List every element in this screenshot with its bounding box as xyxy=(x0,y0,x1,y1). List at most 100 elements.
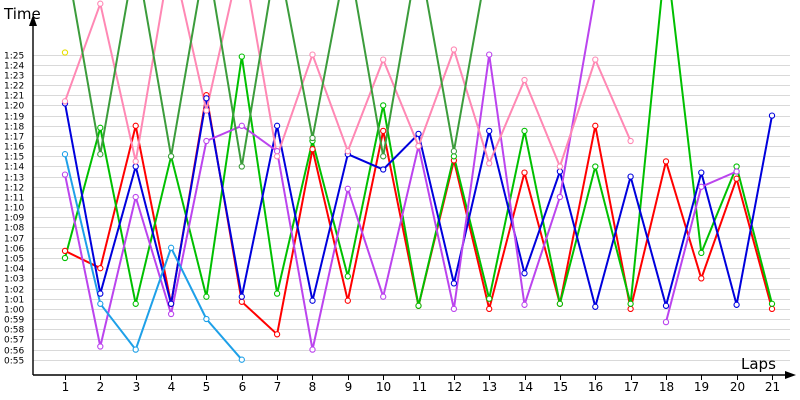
series-4-point xyxy=(733,168,740,175)
series-2-point xyxy=(627,300,634,307)
series-5-point xyxy=(238,356,245,363)
series-3-point xyxy=(167,300,175,307)
series-3-point xyxy=(309,297,316,304)
x-tick-label: 9 xyxy=(345,380,353,394)
x-tick-label: 20 xyxy=(730,380,745,394)
series-4-point xyxy=(556,193,564,201)
series-1-point xyxy=(61,247,69,255)
series-4-point xyxy=(450,305,458,313)
series-2-point xyxy=(698,249,705,257)
y-tick-label: 0:56 xyxy=(4,347,24,357)
series-2-point xyxy=(238,53,245,60)
series-6-point xyxy=(309,51,316,58)
x-tick-label: 5 xyxy=(203,380,211,394)
series-2-point xyxy=(61,254,69,262)
series-6-point xyxy=(556,163,564,170)
series-3-point xyxy=(556,168,564,175)
series-6-point xyxy=(132,158,139,165)
series-7-line xyxy=(72,0,482,168)
series-6-point xyxy=(450,46,458,53)
series-2-point xyxy=(203,293,210,300)
x-tick-label: 14 xyxy=(518,380,533,394)
y-tick-label: 1:12 xyxy=(4,184,24,194)
series-1-point xyxy=(733,175,740,182)
series-4-point xyxy=(273,148,281,155)
series-3-point xyxy=(521,270,528,277)
y-tick-label: 1:04 xyxy=(4,265,24,275)
series-7-point xyxy=(97,151,104,158)
x-tick-label: 13 xyxy=(482,380,497,394)
series-6-point xyxy=(203,107,210,114)
series-6-point xyxy=(521,76,528,84)
series-6-point xyxy=(415,142,422,150)
series-6-point xyxy=(344,148,351,155)
x-tick-label: 3 xyxy=(133,380,141,394)
x-tick-label: 21 xyxy=(765,380,780,394)
y-tick-label: 0:58 xyxy=(4,326,24,336)
series-1-point xyxy=(238,298,245,305)
y-tick-label: 1:13 xyxy=(4,174,24,184)
series-3-point xyxy=(380,166,387,173)
series-2-point xyxy=(592,163,599,170)
y-tick-label: 1:02 xyxy=(4,286,24,296)
series-6-point xyxy=(592,56,599,63)
y-tick-label: 1:23 xyxy=(4,72,24,82)
x-tick-label: 11 xyxy=(412,380,427,394)
series-1-point xyxy=(662,158,670,165)
series-3-point xyxy=(273,122,281,129)
series-6-line xyxy=(64,0,632,168)
series-6-point xyxy=(627,137,634,145)
series-7-point xyxy=(450,148,458,155)
series-2-point xyxy=(273,290,281,297)
y-tick-label: 1:18 xyxy=(4,123,24,133)
y-tick-label: 1:08 xyxy=(4,224,24,234)
series-4-point xyxy=(698,183,705,190)
y-tick-label: 1:11 xyxy=(4,194,24,204)
y-axis-title: Time xyxy=(3,5,41,23)
x-tick-label: 4 xyxy=(168,380,176,394)
x-tick-label: 10 xyxy=(376,380,391,394)
series-5-point xyxy=(203,315,210,323)
series-points xyxy=(61,0,776,363)
series-3-point xyxy=(768,112,776,119)
series-2-point xyxy=(768,300,776,307)
y-tick-label: 1:24 xyxy=(4,62,24,72)
series-1-point xyxy=(380,127,387,135)
x-tick-labels: 1 2 3 4 5 6 7 8 9 10 11 12 13 14 15 16 17 18 19 20 21 xyxy=(62,380,780,394)
series-3-point xyxy=(97,290,104,297)
series-3-point xyxy=(486,127,493,135)
series-1-point xyxy=(97,265,104,272)
series-4-point xyxy=(61,171,69,178)
series-6-point xyxy=(380,56,387,63)
series-6-point xyxy=(273,153,281,160)
series-3-point xyxy=(415,130,422,138)
series-6-point xyxy=(61,98,69,105)
series-3-point xyxy=(733,301,740,308)
y-axis-arrow xyxy=(29,15,37,26)
axes: Time Laps xyxy=(3,5,796,380)
series-5-point xyxy=(132,346,139,353)
x-tick-label: 18 xyxy=(659,380,674,394)
series-4-line xyxy=(64,0,596,351)
series-4-point xyxy=(132,193,139,201)
y-tick-label: 1:16 xyxy=(4,143,24,153)
series-7-point xyxy=(309,134,316,142)
series-2-point xyxy=(132,300,139,307)
series-6-point xyxy=(97,0,104,7)
series-2-point xyxy=(97,124,104,131)
series-5-point xyxy=(61,151,69,158)
y-tick-label: 1:01 xyxy=(4,296,24,306)
series-3-point xyxy=(662,302,670,309)
x-tick-label: 6 xyxy=(239,380,247,394)
x-tick-label: 15 xyxy=(553,380,568,394)
series-5-point xyxy=(167,244,175,251)
x-tick-label: 8 xyxy=(309,380,317,394)
series-3-point xyxy=(627,173,634,180)
x-tick-label: 2 xyxy=(97,380,105,394)
series-4-point xyxy=(486,51,493,58)
series-4-point xyxy=(521,301,528,308)
series-3-point xyxy=(698,169,705,176)
series-4-point xyxy=(238,122,245,129)
y-tick-label: 1:10 xyxy=(4,204,24,214)
